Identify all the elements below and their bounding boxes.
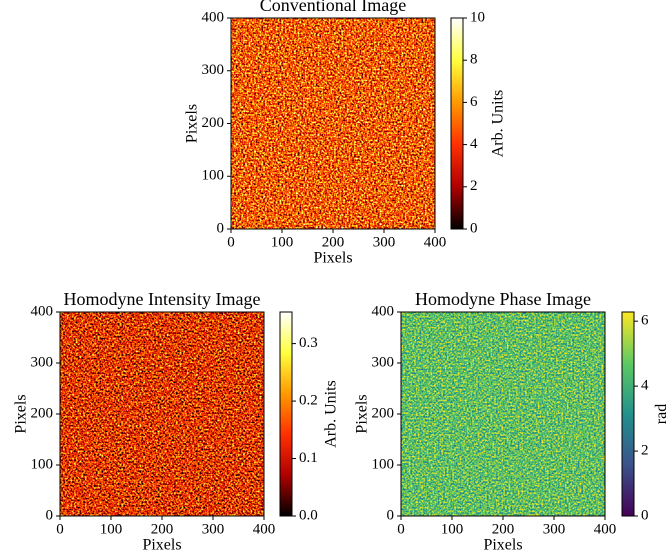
colorbar-label: rad xyxy=(653,404,670,424)
y-axis-label: Pixels xyxy=(184,104,201,143)
colorbar-tick-label: 0.1 xyxy=(299,450,318,466)
y-tick-label: 200 xyxy=(202,115,225,131)
y-tick-label: 100 xyxy=(202,168,225,184)
x-tick-label: 100 xyxy=(100,521,123,537)
colorbar xyxy=(279,311,293,517)
x-tick-label: 300 xyxy=(373,234,396,250)
x-tick-label: 400 xyxy=(424,234,447,250)
chart-title: Conventional Image xyxy=(260,0,406,15)
x-tick-label: 200 xyxy=(322,234,345,250)
chart-title: Homodyne Intensity Image xyxy=(64,289,261,309)
colorbar-tick-label: 0 xyxy=(641,507,649,523)
colorbar xyxy=(450,17,464,230)
colorbar-tick-label: 0.2 xyxy=(299,393,318,409)
x-tick-label: 100 xyxy=(441,521,464,537)
x-tick-label: 0 xyxy=(227,234,235,250)
colorbar-tick-label: 4 xyxy=(470,136,478,152)
colorbar-tick-label: 8 xyxy=(470,52,478,68)
y-tick-label: 0 xyxy=(46,507,54,523)
colorbar xyxy=(621,311,635,517)
x-axis-label: Pixels xyxy=(483,537,522,554)
x-tick-label: 300 xyxy=(202,521,225,537)
y-tick-label: 300 xyxy=(202,62,225,78)
colorbar-tick-label: 2 xyxy=(470,178,478,194)
y-tick-label: 200 xyxy=(31,405,54,421)
colorbar-label: Arb. Units xyxy=(322,380,339,448)
y-tick-label: 0 xyxy=(387,507,395,523)
x-tick-label: 300 xyxy=(543,521,566,537)
colorbar-tick-label: 6 xyxy=(470,94,478,110)
x-tick-label: 0 xyxy=(397,521,405,537)
colorbar-tick-label: 6 xyxy=(641,313,649,329)
x-tick-label: 400 xyxy=(253,521,276,537)
y-tick-label: 400 xyxy=(31,303,54,319)
heatmap-image xyxy=(231,18,435,229)
x-tick-label: 100 xyxy=(271,234,294,250)
heatmap-image xyxy=(60,312,264,516)
x-tick-label: 200 xyxy=(492,521,515,537)
y-axis-label: Pixels xyxy=(13,394,30,433)
colorbar-tick-label: 4 xyxy=(641,378,649,394)
x-axis-label: Pixels xyxy=(313,250,352,267)
y-tick-label: 400 xyxy=(202,9,225,25)
y-tick-label: 0 xyxy=(217,220,225,236)
colorbar-label: Arb. Units xyxy=(490,90,507,158)
colorbar-tick-label: 0.0 xyxy=(299,507,318,523)
chart-title: Homodyne Phase Image xyxy=(415,289,591,309)
y-tick-label: 200 xyxy=(372,405,395,421)
colorbar-tick-label: 0 xyxy=(470,220,478,236)
x-tick-label: 0 xyxy=(56,521,64,537)
colorbar-tick-label: 0.3 xyxy=(299,335,318,351)
y-tick-label: 300 xyxy=(372,354,395,370)
colorbar-tick-label: 10 xyxy=(470,9,485,25)
heatmap-image xyxy=(401,312,605,516)
y-axis-label: Pixels xyxy=(354,394,371,433)
x-tick-label: 400 xyxy=(594,521,617,537)
y-tick-label: 300 xyxy=(31,354,54,370)
x-tick-label: 200 xyxy=(151,521,174,537)
y-tick-label: 100 xyxy=(372,456,395,472)
colorbar-tick-label: 2 xyxy=(641,443,649,459)
y-tick-label: 100 xyxy=(31,456,54,472)
y-tick-label: 400 xyxy=(372,303,395,319)
x-axis-label: Pixels xyxy=(142,537,181,554)
